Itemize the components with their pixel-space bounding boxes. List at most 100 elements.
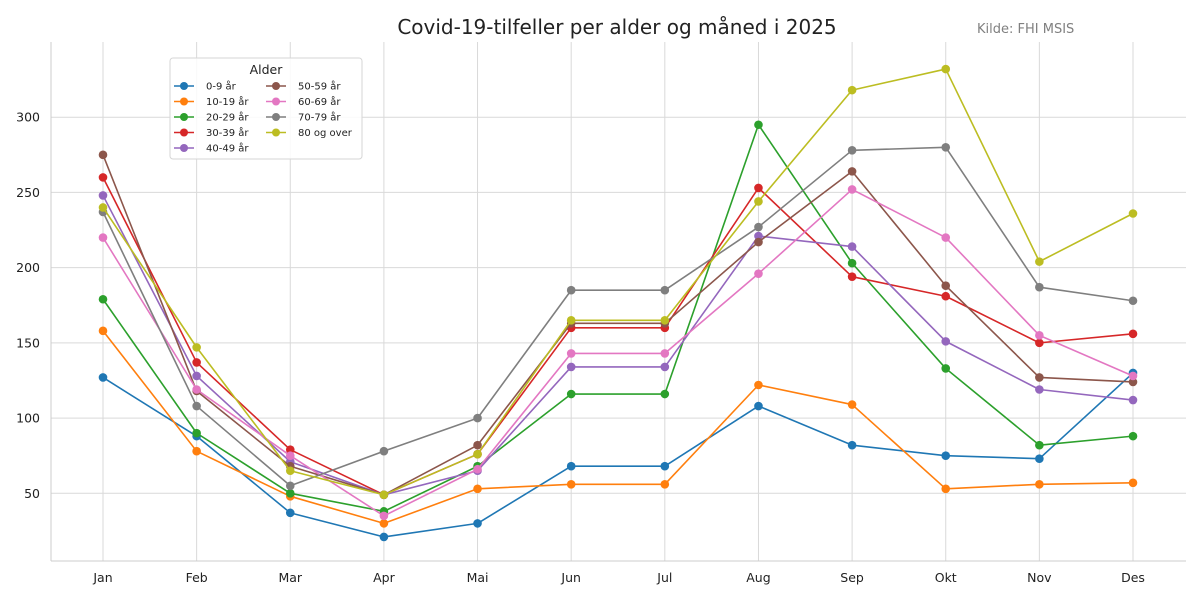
legend-item: 30-39 år	[174, 126, 249, 139]
legend-label: 80 og over	[298, 128, 353, 139]
y-tick-label: 300	[16, 110, 40, 125]
x-tick-label: Jan	[92, 570, 112, 585]
data-point	[379, 446, 389, 456]
data-point	[660, 349, 670, 358]
data-point	[660, 389, 670, 399]
y-tick-label: 100	[16, 411, 40, 426]
data-point	[941, 143, 951, 152]
data-point	[660, 479, 670, 489]
data-point	[192, 371, 201, 381]
x-tick-label: Jul	[656, 570, 672, 585]
data-point	[192, 358, 201, 367]
legend-box	[169, 57, 363, 160]
legend-marker	[272, 128, 280, 137]
data-point	[566, 349, 576, 358]
data-point	[660, 461, 670, 471]
series	[98, 191, 1138, 500]
legend-label: 0-9 år	[206, 80, 237, 93]
legend-item: 20-29 år	[174, 111, 249, 124]
data-point	[98, 150, 108, 160]
data-point	[1035, 257, 1044, 266]
data-point	[566, 479, 576, 489]
data-point	[754, 120, 763, 130]
series	[98, 173, 1138, 500]
legend-marker	[272, 97, 280, 106]
data-point	[379, 511, 389, 521]
x-tick-label: Mar	[278, 570, 302, 585]
data-point	[847, 146, 857, 155]
x-tick-label: Aug	[746, 570, 770, 585]
data-point	[473, 440, 482, 450]
series-line	[102, 146, 1134, 487]
data-point	[98, 173, 108, 182]
data-point	[1128, 478, 1138, 488]
data-point	[754, 183, 763, 193]
legend-label: 40-49 år	[206, 142, 249, 155]
data-point	[1128, 209, 1138, 218]
source-note: Kilde: FHI MSIS	[977, 22, 1074, 37]
data-point	[98, 294, 108, 304]
data-point	[1035, 373, 1044, 382]
axes	[50, 42, 1186, 562]
data-point	[566, 389, 576, 399]
series-line	[102, 154, 1134, 496]
legend-items: 0-9 år 10-19 år 20-29 år 30-39 år 40-49 år 50…	[174, 80, 353, 155]
data-point	[192, 428, 201, 438]
data-point	[192, 343, 201, 352]
x-tick-label: Okt	[935, 570, 957, 585]
x-tick-label: Mai	[467, 570, 489, 585]
data-point	[98, 203, 108, 212]
series-line	[102, 68, 1134, 496]
legend-item: 70-79 år	[266, 111, 341, 124]
data-point	[285, 445, 295, 454]
data-point	[379, 519, 389, 528]
chart-title: Covid-19-tilfeller per alder og måned i …	[397, 15, 836, 39]
data-point	[192, 385, 201, 394]
data-point	[566, 285, 576, 295]
x-tick-label: Nov	[1027, 570, 1052, 585]
series-line	[102, 188, 1134, 517]
data-point	[660, 285, 670, 295]
data-point	[847, 167, 857, 176]
x-tick-label: Des	[1121, 570, 1145, 585]
legend-item: 0-9 år	[174, 80, 237, 93]
data-point	[847, 400, 857, 409]
series-line	[102, 372, 1134, 538]
legend-marker	[180, 128, 188, 137]
data-point	[379, 532, 389, 542]
legend-label: 70-79 år	[298, 111, 341, 124]
legend-item: 10-19 år	[174, 95, 249, 108]
y-tick-label: 50	[24, 486, 40, 501]
data-point	[847, 440, 857, 450]
data-point	[98, 373, 108, 382]
y-tick-label: 150	[16, 335, 40, 350]
data-point	[1128, 395, 1138, 405]
x-tick-labels: Jan Feb Mar Apr Mai Jun Jul Aug Sep Okt Nov Des	[92, 570, 1145, 585]
legend-label: 20-29 år	[206, 111, 249, 124]
data-point	[98, 191, 108, 200]
series-line	[102, 195, 1134, 496]
data-point	[1128, 371, 1138, 381]
series-line	[102, 177, 1134, 496]
y-tick-label: 250	[16, 185, 40, 200]
data-point	[285, 451, 295, 460]
data-point	[473, 413, 482, 423]
data-point	[473, 484, 482, 494]
data-point	[847, 258, 857, 268]
legend-item: 40-49 år	[174, 142, 249, 155]
data-point	[1035, 440, 1044, 450]
grid	[51, 42, 1186, 561]
data-point	[566, 362, 576, 372]
data-point	[1128, 296, 1138, 306]
data-point	[1035, 282, 1044, 292]
data-point	[1128, 377, 1138, 387]
series	[98, 326, 1138, 528]
data-point	[660, 362, 670, 372]
legend-marker	[180, 144, 188, 152]
legend-item: 50-59 år	[266, 80, 341, 93]
data-point	[847, 185, 857, 194]
data-point	[847, 272, 857, 281]
legend-title: Alder	[250, 62, 284, 77]
data-point	[754, 197, 763, 206]
